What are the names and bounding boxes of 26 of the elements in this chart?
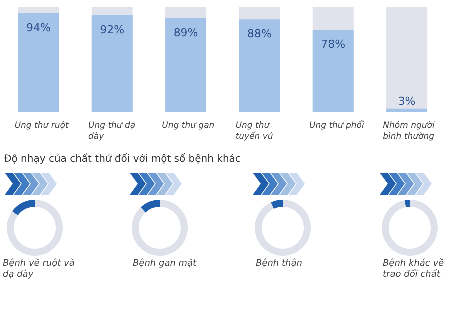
x-tick-label: Ung thư phổi	[310, 120, 365, 131]
text: Bệnh về ruột và dạ dày	[3, 259, 76, 281]
x-tick-label: Nhóm người bình thường	[383, 121, 436, 142]
x-tick-label: Ung thư dạ dày	[88, 121, 136, 142]
donut-slice	[255, 200, 311, 256]
donut-slice	[7, 200, 63, 256]
text: Độ nhạy của chất thử đối với một số bệnh khác	[4, 154, 241, 165]
x-tick-label: Ung thư tuyến vú	[236, 121, 274, 142]
x-tick-label: Ung thư ruột	[14, 121, 70, 131]
donut-slice	[140, 200, 160, 213]
data-label: 78%	[321, 38, 346, 52]
data-label: 94%	[26, 21, 51, 34]
donut-slice	[382, 200, 438, 256]
donut-slice	[12, 200, 35, 216]
data-label: 88%	[247, 28, 272, 41]
x-tick-label: Ung thư gan	[162, 121, 215, 131]
text: Bệnh khác về trao đổi chất	[383, 259, 446, 281]
donut-slice	[271, 200, 283, 209]
text: Bệnh thận	[256, 259, 304, 270]
data-label: 92%	[100, 23, 125, 36]
donut-slice	[404, 200, 410, 208]
data-label: 89%	[174, 26, 198, 40]
text: Bệnh gan mật	[133, 259, 198, 270]
bar	[386, 108, 428, 112]
donut-slice	[132, 200, 188, 256]
data-label: 3%	[398, 94, 416, 108]
